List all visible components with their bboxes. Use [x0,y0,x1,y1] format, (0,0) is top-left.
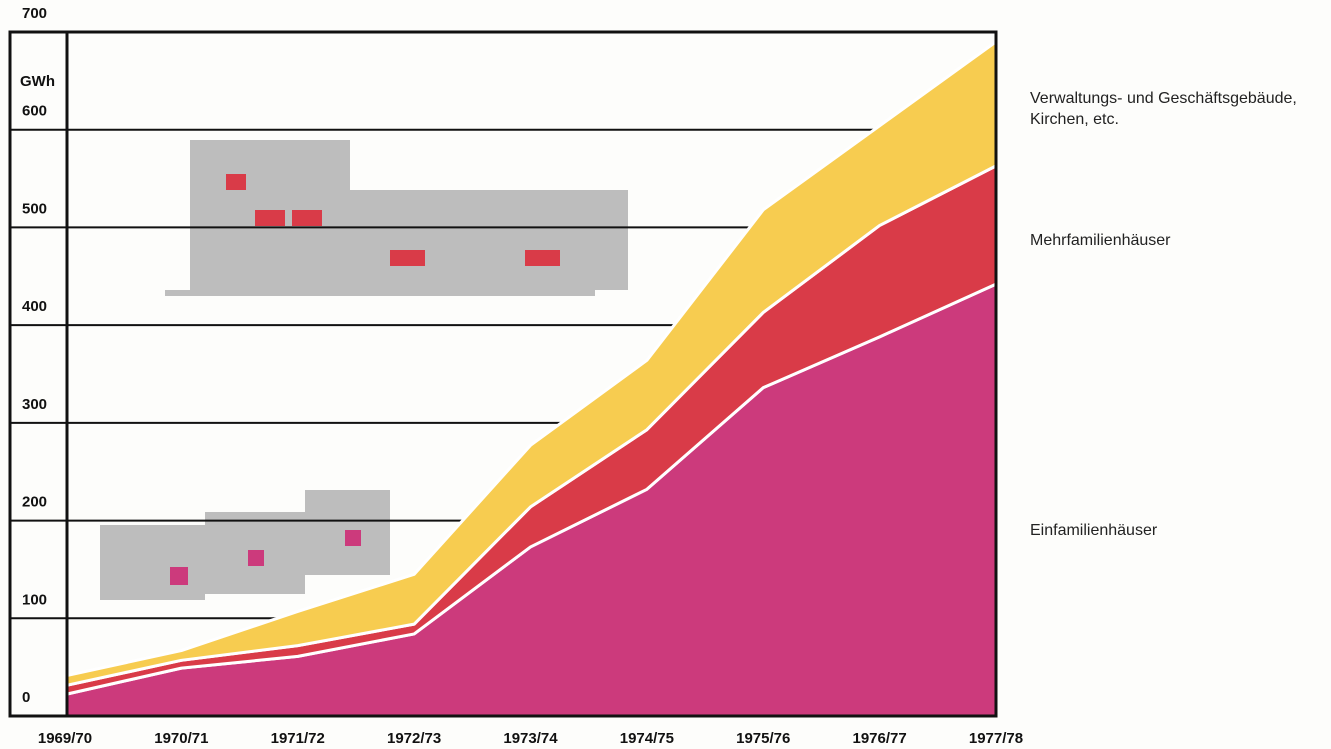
x-tick-label: 1975/76 [736,730,790,747]
building [490,190,628,290]
building-illustrations [100,140,628,600]
x-tick-label: 1969/70 [38,730,92,747]
building [100,525,205,600]
window [226,174,246,190]
legend-label: Verwaltungs- und Geschäftsgebäude, Kirch… [1030,90,1297,128]
y-tick-label: 300 [22,396,47,413]
y-tick-label: 600 [22,103,47,120]
x-tick-label: 1976/77 [853,730,907,747]
x-tick-label: 1974/75 [620,730,674,747]
window [248,550,264,566]
y-tick-label: 100 [22,591,47,608]
legend-label: Mehrfamilienhäuser [1030,232,1171,249]
building [350,190,490,290]
x-tick-label: 1977/78 [969,730,1023,747]
ground [165,290,595,296]
y-tick-label: 500 [22,200,47,217]
x-tick-label: 1972/73 [387,730,441,747]
window [255,210,285,226]
x-tick-label: 1970/71 [154,730,208,747]
plot-frame [8,30,998,718]
window [390,250,425,266]
axes: 0 100 200 300 400 500 600 700 GWh 1969/70 1970/71 1… [8,5,1023,747]
x-tick-label: 1973/74 [503,730,558,747]
y-tick-label: 0 [22,689,30,706]
y-tick-label: 200 [22,494,47,511]
window [292,210,322,226]
y-axis-unit: GWh [20,73,55,90]
x-tick-label: 1971/72 [271,730,325,747]
y-tick-label: 700 [22,5,47,22]
window [525,250,560,266]
window [170,567,188,585]
y-tick-label: 400 [22,298,47,315]
window [345,530,361,546]
legend-label: Einfamilienhäuser [1030,522,1158,539]
